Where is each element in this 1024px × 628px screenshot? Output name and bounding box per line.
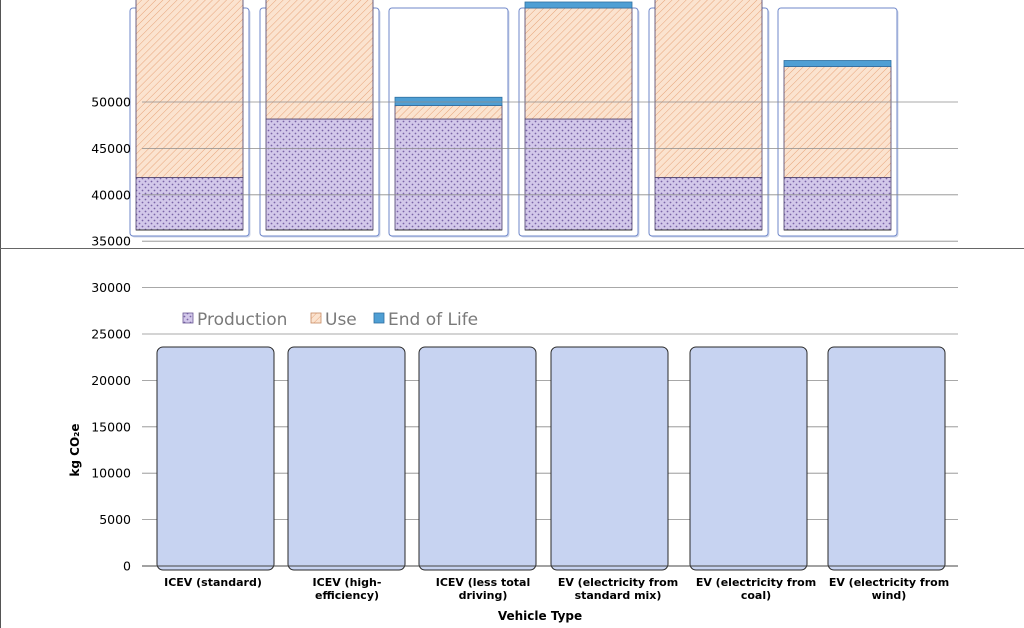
bar-segment-production-4 bbox=[524, 118, 633, 231]
x-category-label-line: wind) bbox=[872, 589, 907, 602]
x-axis-category-labels: ICEV (standard) ICEV (high-efficiency)ICE… bbox=[164, 576, 949, 602]
y-gridlines bbox=[142, 101, 958, 520]
y-tick-label-50000: 50000 bbox=[91, 95, 131, 110]
y-tick-label-45000: 45000 bbox=[91, 141, 131, 156]
bottom-panel-6 bbox=[827, 346, 946, 571]
legend-item-use: Use bbox=[310, 310, 357, 330]
bar-segment-use-2 bbox=[265, 0, 374, 120]
bar-segment-use-6 bbox=[783, 66, 892, 178]
x-category-label-4: EV (electricity from standard mix) bbox=[558, 576, 678, 602]
y-tick-label-20000: 20000 bbox=[91, 373, 131, 388]
bar-segment-production-1 bbox=[135, 177, 244, 231]
legend: Production Use End of Life bbox=[182, 310, 478, 330]
top-panel-2 bbox=[259, 0, 381, 238]
legend-label-use: Use bbox=[325, 310, 357, 330]
bar-segment-production-3 bbox=[394, 118, 503, 231]
y-tick-label-40000: 40000 bbox=[91, 187, 131, 202]
y-axis-title: kg CO₂e bbox=[68, 423, 82, 476]
x-category-label-line: coal) bbox=[741, 589, 771, 602]
y-tick-label-30000: 30000 bbox=[91, 280, 131, 295]
x-category-label-3: ICEV (less total driving) bbox=[436, 576, 530, 602]
top-panel-1 bbox=[129, 0, 251, 238]
top-panel-3 bbox=[388, 7, 510, 238]
bar-segment-use-1 bbox=[135, 0, 244, 178]
x-category-label-line: EV (electricity from bbox=[829, 576, 949, 589]
top-panel-4 bbox=[518, 1, 640, 238]
y-tick-label-0: 0 bbox=[123, 559, 131, 574]
y-tick-label-25000: 25000 bbox=[91, 327, 131, 342]
bottom-panel-2 bbox=[287, 346, 406, 571]
x-category-label-1: ICEV (standard) bbox=[164, 576, 262, 589]
bar-segment-end-of-life-6 bbox=[783, 60, 892, 67]
bottom-panel-5 bbox=[689, 346, 808, 571]
bar-segment-use-3 bbox=[394, 105, 503, 120]
bar-segment-end-of-life-3 bbox=[394, 96, 503, 106]
x-category-label-6: EV (electricity from wind) bbox=[829, 576, 949, 602]
y-tick-label-35000: 35000 bbox=[91, 234, 131, 249]
bottom-panel-3 bbox=[418, 346, 537, 571]
bar-segment-use-4 bbox=[524, 7, 633, 120]
x-category-label-line: efficiency) bbox=[315, 589, 379, 602]
frame-divider-bottom bbox=[0, 249, 1, 628]
y-tick-label-5000: 5000 bbox=[99, 512, 131, 527]
bar-segment-production-5 bbox=[654, 177, 763, 231]
bottom-panel-1 bbox=[156, 346, 275, 571]
legend-label-end-of-life: End of Life bbox=[388, 310, 478, 330]
x-category-label-line: ICEV (less total bbox=[436, 576, 530, 589]
frame-divider-middle bbox=[0, 248, 1024, 249]
legend-item-end-of-life: End of Life bbox=[373, 310, 478, 330]
bar-segment-production-6 bbox=[783, 177, 892, 231]
y-tick-label-10000: 10000 bbox=[91, 466, 131, 481]
top-panel-6 bbox=[777, 7, 899, 238]
x-category-label-line: driving) bbox=[459, 589, 508, 602]
frame-divider-top bbox=[0, 0, 1, 248]
x-axis-title: Vehicle Type bbox=[498, 609, 582, 623]
x-category-label-line: ICEV (standard) bbox=[164, 576, 262, 589]
bottom-placeholder-bars bbox=[156, 346, 946, 571]
y-axis-ticks: 0 5000 10000 15000 20000 25000 30000 35000 40000… bbox=[91, 95, 131, 574]
x-category-label-line: standard mix) bbox=[575, 589, 662, 602]
x-category-label-line: EV (electricity from bbox=[696, 576, 816, 589]
top-panel-5 bbox=[648, 0, 770, 238]
legend-item-production: Production bbox=[182, 310, 287, 330]
y-tick-label-15000: 15000 bbox=[91, 419, 131, 434]
x-category-label-line: EV (electricity from bbox=[558, 576, 678, 589]
x-category-label-line: ICEV (high- bbox=[313, 576, 382, 589]
bar-segment-end-of-life-4 bbox=[524, 1, 633, 9]
bar-segment-production-2 bbox=[265, 118, 374, 231]
legend-label-production: Production bbox=[197, 310, 287, 330]
x-category-label-5: EV (electricity from coal) bbox=[696, 576, 816, 602]
top-stacked-bars-panel bbox=[129, 0, 899, 238]
x-category-label-2: ICEV (high-efficiency) bbox=[313, 576, 382, 602]
bottom-panel-4 bbox=[550, 346, 669, 571]
bar-segment-use-5 bbox=[654, 0, 763, 178]
